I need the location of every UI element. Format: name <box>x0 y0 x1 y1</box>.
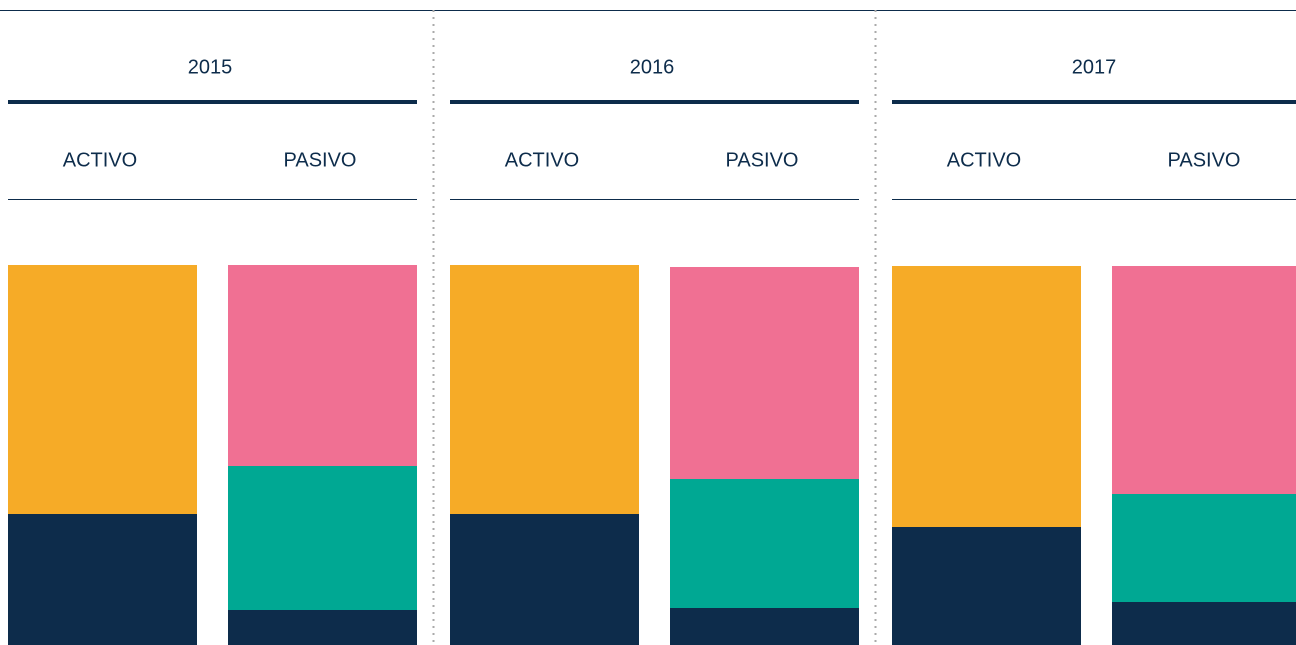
bar-segment <box>228 466 417 610</box>
bar-label: PASIVO <box>726 149 799 171</box>
bar-segment <box>450 265 639 514</box>
bar-label: ACTIVO <box>63 149 137 171</box>
bar-segment <box>670 479 859 608</box>
header-rule <box>892 199 1296 200</box>
year-rule <box>892 100 1296 104</box>
header-rule <box>450 199 859 200</box>
bar-segment <box>670 267 859 479</box>
bar-segment <box>670 608 859 645</box>
bar-segment <box>892 527 1081 645</box>
bar-segment <box>8 514 197 645</box>
bar-segment <box>450 514 639 645</box>
bar-segment <box>1112 602 1296 645</box>
bar-label: ACTIVO <box>505 149 579 171</box>
bar-segment <box>1112 266 1296 494</box>
year-rule <box>8 100 417 104</box>
bar-segment <box>228 610 417 645</box>
bar-label: PASIVO <box>284 149 357 171</box>
year-label: 2016 <box>630 56 675 78</box>
bar-segment <box>1112 494 1296 602</box>
bar-segment <box>892 266 1081 527</box>
header-rule <box>8 199 417 200</box>
bar-label: ACTIVO <box>947 149 1021 171</box>
bar-label: PASIVO <box>1168 149 1241 171</box>
year-rule <box>450 100 859 104</box>
year-label: 2015 <box>188 56 233 78</box>
bar-segment <box>8 265 197 514</box>
bar-segment <box>228 265 417 466</box>
year-label: 2017 <box>1072 56 1117 78</box>
